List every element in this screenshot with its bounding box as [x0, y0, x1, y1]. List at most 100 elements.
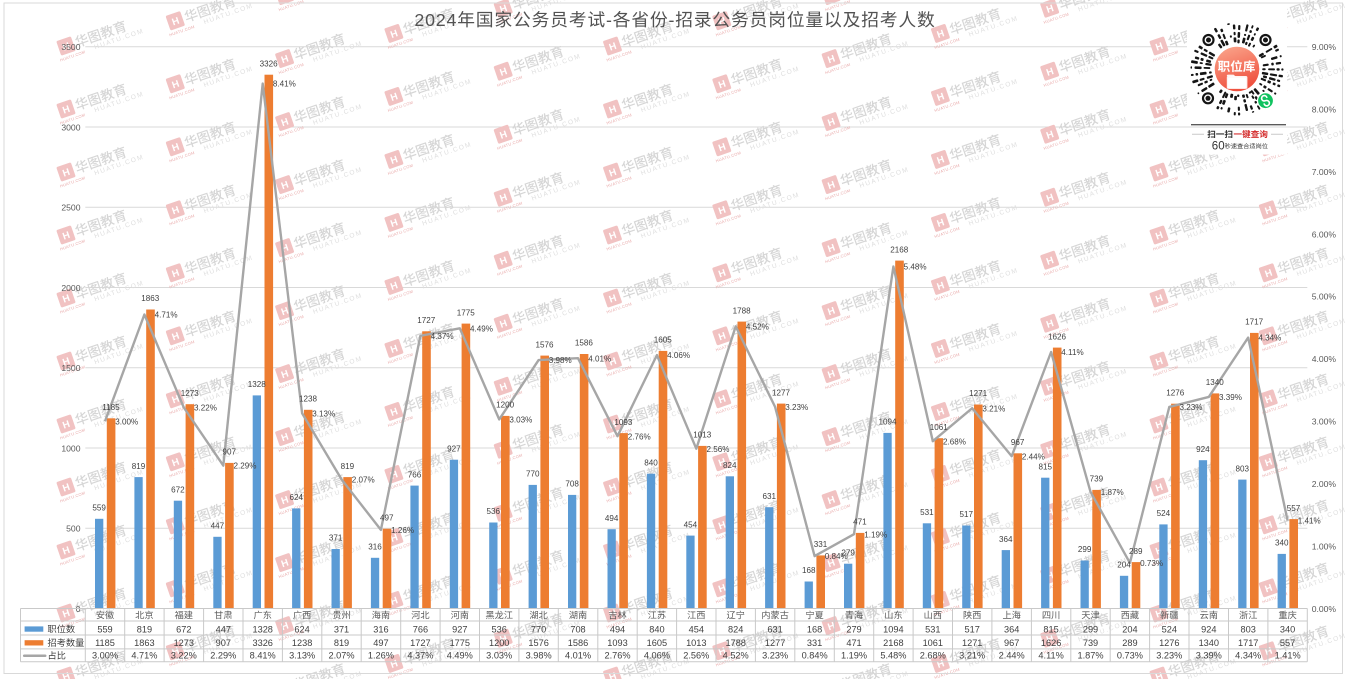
svg-text:4.52%: 4.52% [746, 323, 769, 332]
svg-text:4.49%: 4.49% [447, 650, 473, 660]
svg-text:4.52%: 4.52% [723, 650, 749, 660]
svg-text:364: 364 [999, 535, 1013, 544]
svg-text:471: 471 [846, 638, 861, 648]
svg-text:4.01%: 4.01% [588, 354, 611, 363]
svg-text:1863: 1863 [134, 638, 154, 648]
svg-text:497: 497 [380, 513, 394, 522]
svg-text:2.44%: 2.44% [1022, 452, 1045, 461]
svg-text:1.19%: 1.19% [864, 530, 887, 539]
svg-text:364: 364 [1004, 624, 1019, 634]
svg-text:289: 289 [1129, 547, 1143, 556]
svg-text:1093: 1093 [614, 418, 633, 427]
svg-text:4.37%: 4.37% [431, 332, 454, 341]
svg-text:1238: 1238 [299, 395, 318, 404]
svg-text:2.68%: 2.68% [943, 437, 966, 446]
svg-text:9.00%: 9.00% [1312, 42, 1337, 52]
svg-text:3.98%: 3.98% [549, 356, 572, 365]
svg-text:1727: 1727 [410, 638, 430, 648]
svg-text:1328: 1328 [252, 624, 272, 634]
svg-text:2168: 2168 [883, 638, 903, 648]
svg-text:803: 803 [1236, 464, 1250, 473]
svg-text:824: 824 [723, 461, 737, 470]
svg-text:2.56%: 2.56% [707, 445, 730, 454]
svg-text:3.98%: 3.98% [526, 650, 552, 660]
svg-text:4.71%: 4.71% [155, 311, 178, 320]
svg-text:815: 815 [1043, 624, 1058, 634]
svg-text:1863: 1863 [141, 294, 160, 303]
svg-text:770: 770 [526, 470, 540, 479]
svg-text:5.48%: 5.48% [904, 263, 927, 272]
svg-text:708: 708 [570, 624, 585, 634]
svg-text:557: 557 [1287, 504, 1301, 513]
svg-text:279: 279 [846, 624, 861, 634]
svg-text:3.23%: 3.23% [1180, 403, 1203, 412]
svg-text:299: 299 [1083, 624, 1098, 634]
svg-text:803: 803 [1241, 624, 1256, 634]
svg-text:1.19%: 1.19% [841, 650, 867, 660]
svg-text:3.39%: 3.39% [1219, 393, 1242, 402]
svg-text:1717: 1717 [1238, 638, 1258, 648]
svg-text:517: 517 [965, 624, 980, 634]
svg-text:2500: 2500 [61, 203, 80, 213]
svg-text:536: 536 [492, 624, 507, 634]
svg-text:-: - [606, 10, 612, 30]
svg-text:2: 2 [414, 10, 424, 30]
svg-text:3.23%: 3.23% [785, 403, 808, 412]
svg-text:4.01%: 4.01% [565, 650, 591, 660]
svg-text:0.73%: 0.73% [1117, 650, 1143, 660]
svg-text:1061: 1061 [930, 423, 949, 432]
svg-text:1775: 1775 [457, 308, 476, 317]
svg-text:3.21%: 3.21% [982, 404, 1005, 413]
svg-text:1.41%: 1.41% [1298, 517, 1321, 526]
svg-text:1605: 1605 [654, 336, 673, 345]
svg-text:1626: 1626 [1048, 332, 1067, 341]
svg-text:0.84%: 0.84% [802, 650, 828, 660]
svg-text:1200: 1200 [489, 638, 509, 648]
svg-text:924: 924 [1196, 445, 1210, 454]
svg-text:1200: 1200 [496, 401, 515, 410]
svg-text:8.41%: 8.41% [250, 650, 276, 660]
svg-text:2.00%: 2.00% [1312, 479, 1337, 489]
svg-text:340: 340 [1280, 624, 1295, 634]
svg-text:1.26%: 1.26% [368, 650, 394, 660]
svg-text:2.76%: 2.76% [604, 650, 630, 660]
svg-text:3.22%: 3.22% [194, 404, 217, 413]
svg-text:316: 316 [368, 543, 382, 552]
svg-text:2.07%: 2.07% [352, 475, 375, 484]
svg-text:4.11%: 4.11% [1038, 650, 1063, 660]
svg-text:819: 819 [334, 638, 349, 648]
svg-text:1.87%: 1.87% [1101, 488, 1124, 497]
svg-text:1328: 1328 [248, 380, 267, 389]
svg-text:3.21%: 3.21% [959, 650, 985, 660]
svg-text:824: 824 [728, 624, 743, 634]
svg-text:708: 708 [565, 480, 579, 489]
svg-text:3326: 3326 [252, 638, 272, 648]
svg-text:840: 840 [649, 624, 664, 634]
svg-text:1626: 1626 [1041, 638, 1061, 648]
svg-text:2.07%: 2.07% [328, 650, 354, 660]
svg-text:1185: 1185 [102, 403, 120, 412]
svg-text:3326: 3326 [260, 59, 279, 68]
svg-text:1.87%: 1.87% [1077, 650, 1103, 660]
svg-text:340: 340 [1275, 539, 1289, 548]
svg-text:1094: 1094 [883, 624, 903, 634]
svg-text:454: 454 [684, 520, 698, 529]
svg-text:454: 454 [689, 624, 704, 634]
svg-text:624: 624 [294, 624, 309, 634]
svg-text:1576: 1576 [535, 340, 554, 349]
svg-text:766: 766 [408, 470, 422, 479]
svg-text:4.49%: 4.49% [470, 324, 493, 333]
svg-text:1013: 1013 [693, 431, 712, 440]
svg-text:967: 967 [1004, 638, 1019, 648]
svg-text:3.13%: 3.13% [289, 650, 315, 660]
svg-text:1.41%: 1.41% [1275, 650, 1301, 660]
svg-text:8.41%: 8.41% [273, 80, 296, 89]
svg-text:1340: 1340 [1206, 378, 1225, 387]
svg-text:3.00%: 3.00% [115, 417, 138, 426]
svg-text:1500: 1500 [61, 363, 80, 373]
svg-text:1586: 1586 [568, 638, 588, 648]
svg-text:1277: 1277 [765, 638, 785, 648]
svg-text:497: 497 [373, 638, 388, 648]
svg-text:2168: 2168 [890, 245, 909, 254]
svg-text:1.00%: 1.00% [1312, 541, 1337, 551]
